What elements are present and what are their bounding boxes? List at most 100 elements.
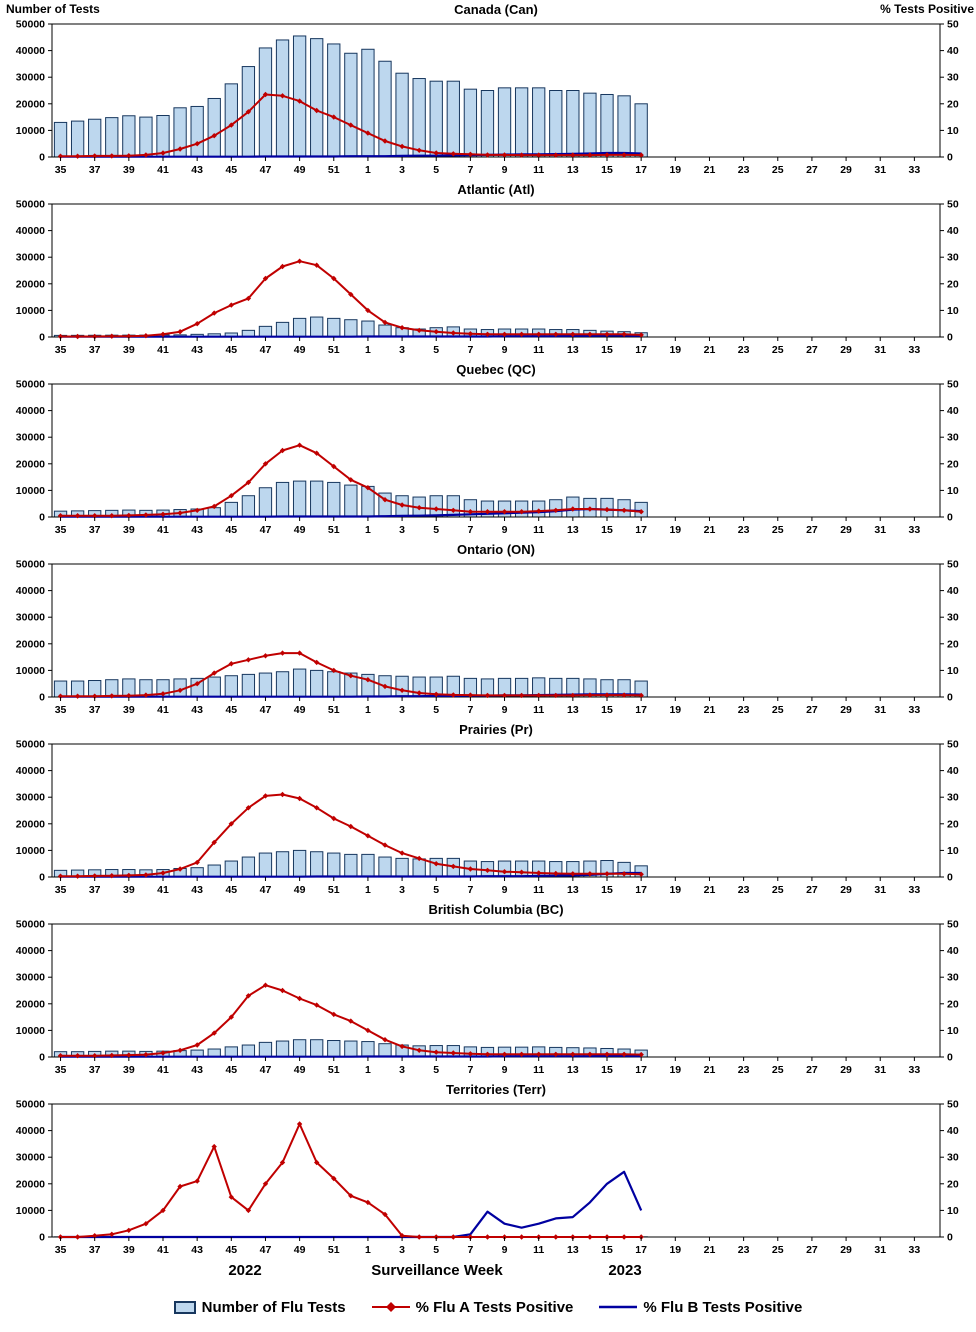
svg-text:30000: 30000 bbox=[16, 72, 45, 84]
svg-text:40000: 40000 bbox=[16, 765, 45, 777]
svg-text:10: 10 bbox=[947, 485, 959, 497]
svg-text:0: 0 bbox=[947, 1052, 953, 1064]
svg-text:19: 19 bbox=[669, 884, 681, 896]
svg-text:21: 21 bbox=[704, 164, 716, 176]
svg-text:20000: 20000 bbox=[16, 458, 45, 470]
svg-text:23: 23 bbox=[738, 524, 750, 536]
svg-text:47: 47 bbox=[260, 344, 272, 356]
svg-text:20000: 20000 bbox=[16, 98, 45, 110]
svg-text:25: 25 bbox=[772, 884, 784, 896]
svg-text:20: 20 bbox=[947, 998, 959, 1010]
svg-text:20000: 20000 bbox=[16, 818, 45, 830]
svg-text:1: 1 bbox=[365, 1244, 371, 1256]
svg-text:23: 23 bbox=[738, 1064, 750, 1076]
svg-text:21: 21 bbox=[704, 884, 716, 896]
svg-text:43: 43 bbox=[191, 704, 203, 716]
svg-text:Ontario (ON): Ontario (ON) bbox=[457, 542, 535, 557]
svg-text:30000: 30000 bbox=[16, 1152, 45, 1164]
svg-text:37: 37 bbox=[89, 1064, 101, 1076]
svg-text:11: 11 bbox=[533, 1064, 544, 1076]
legend-item-tests: Number of Flu Tests bbox=[173, 1299, 346, 1316]
svg-text:20: 20 bbox=[947, 98, 959, 110]
svg-text:5: 5 bbox=[433, 704, 439, 716]
svg-text:British Columbia (BC): British Columbia (BC) bbox=[428, 902, 563, 917]
svg-text:41: 41 bbox=[157, 164, 169, 176]
svg-text:15: 15 bbox=[601, 164, 613, 176]
svg-text:40: 40 bbox=[947, 945, 959, 957]
svg-text:40000: 40000 bbox=[16, 945, 45, 957]
svg-text:50: 50 bbox=[947, 199, 959, 211]
svg-text:7: 7 bbox=[467, 704, 473, 716]
svg-text:50: 50 bbox=[947, 559, 959, 571]
svg-text:7: 7 bbox=[467, 164, 473, 176]
svg-text:50000: 50000 bbox=[16, 559, 45, 571]
svg-text:30000: 30000 bbox=[16, 252, 45, 264]
svg-text:1: 1 bbox=[365, 704, 371, 716]
svg-text:23: 23 bbox=[738, 1244, 750, 1256]
svg-text:41: 41 bbox=[157, 524, 169, 536]
svg-text:10000: 10000 bbox=[16, 125, 45, 137]
svg-text:27: 27 bbox=[806, 704, 818, 716]
svg-text:21: 21 bbox=[704, 1064, 716, 1076]
svg-text:15: 15 bbox=[601, 884, 613, 896]
svg-text:33: 33 bbox=[909, 884, 921, 896]
svg-text:40: 40 bbox=[947, 585, 959, 597]
legend: Number of Flu Tests % Flu A Tests Positi… bbox=[0, 1290, 976, 1324]
svg-text:21: 21 bbox=[704, 704, 716, 716]
svg-text:10: 10 bbox=[947, 1205, 959, 1217]
svg-text:40000: 40000 bbox=[16, 585, 45, 597]
svg-text:0: 0 bbox=[39, 1232, 45, 1244]
svg-text:50000: 50000 bbox=[16, 199, 45, 211]
svg-text:10: 10 bbox=[947, 125, 959, 137]
svg-text:50: 50 bbox=[947, 919, 959, 931]
svg-text:35: 35 bbox=[55, 1244, 67, 1256]
svg-text:37: 37 bbox=[89, 704, 101, 716]
svg-text:13: 13 bbox=[567, 884, 579, 896]
svg-text:40: 40 bbox=[947, 45, 959, 57]
svg-text:11: 11 bbox=[533, 704, 544, 716]
svg-text:41: 41 bbox=[157, 1064, 169, 1076]
svg-text:37: 37 bbox=[89, 1244, 101, 1256]
svg-text:39: 39 bbox=[123, 344, 135, 356]
svg-text:27: 27 bbox=[806, 524, 818, 536]
svg-text:19: 19 bbox=[669, 1064, 681, 1076]
svg-text:30: 30 bbox=[947, 792, 959, 804]
svg-text:50000: 50000 bbox=[16, 19, 45, 31]
svg-text:0: 0 bbox=[39, 152, 45, 164]
svg-text:43: 43 bbox=[191, 164, 203, 176]
svg-text:43: 43 bbox=[191, 524, 203, 536]
svg-text:45: 45 bbox=[225, 1064, 237, 1076]
svg-text:45: 45 bbox=[225, 884, 237, 896]
svg-text:50000: 50000 bbox=[16, 379, 45, 391]
svg-text:35: 35 bbox=[55, 344, 67, 356]
svg-text:45: 45 bbox=[225, 344, 237, 356]
svg-text:15: 15 bbox=[601, 524, 613, 536]
svg-text:11: 11 bbox=[533, 164, 544, 176]
svg-text:7: 7 bbox=[467, 1064, 473, 1076]
svg-text:13: 13 bbox=[567, 524, 579, 536]
svg-text:Atlantic (Atl): Atlantic (Atl) bbox=[457, 182, 534, 197]
svg-text:35: 35 bbox=[55, 704, 67, 716]
svg-text:50: 50 bbox=[947, 379, 959, 391]
svg-text:5: 5 bbox=[433, 1064, 439, 1076]
svg-text:10000: 10000 bbox=[16, 1205, 45, 1217]
svg-text:19: 19 bbox=[669, 524, 681, 536]
svg-text:45: 45 bbox=[225, 164, 237, 176]
svg-text:40: 40 bbox=[947, 765, 959, 777]
legend-item-flub: % Flu B Tests Positive bbox=[599, 1299, 802, 1316]
svg-text:27: 27 bbox=[806, 1064, 818, 1076]
svg-text:31: 31 bbox=[874, 884, 886, 896]
svg-text:13: 13 bbox=[567, 164, 579, 176]
svg-text:15: 15 bbox=[601, 704, 613, 716]
svg-text:10: 10 bbox=[947, 1025, 959, 1037]
svg-text:0: 0 bbox=[947, 872, 953, 884]
svg-text:39: 39 bbox=[123, 164, 135, 176]
svg-text:27: 27 bbox=[806, 164, 818, 176]
svg-text:37: 37 bbox=[89, 524, 101, 536]
svg-text:37: 37 bbox=[89, 344, 101, 356]
svg-text:20: 20 bbox=[947, 458, 959, 470]
svg-text:30: 30 bbox=[947, 612, 959, 624]
svg-text:19: 19 bbox=[669, 344, 681, 356]
